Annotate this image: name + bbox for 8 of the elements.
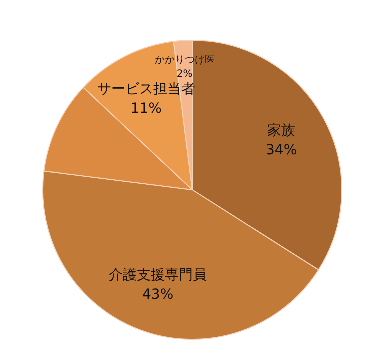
data-label: 2% <box>176 69 193 80</box>
slice-label: サービス担当者 <box>97 81 196 98</box>
slice-label: 介護支援専門員 <box>109 267 208 284</box>
data-label: 11% <box>130 100 162 117</box>
data-label: 34% <box>266 142 298 158</box>
data-label: 43% <box>142 287 174 304</box>
slice-label: 家族 <box>268 122 296 139</box>
slice-label: かかりつけ医 <box>154 55 215 66</box>
